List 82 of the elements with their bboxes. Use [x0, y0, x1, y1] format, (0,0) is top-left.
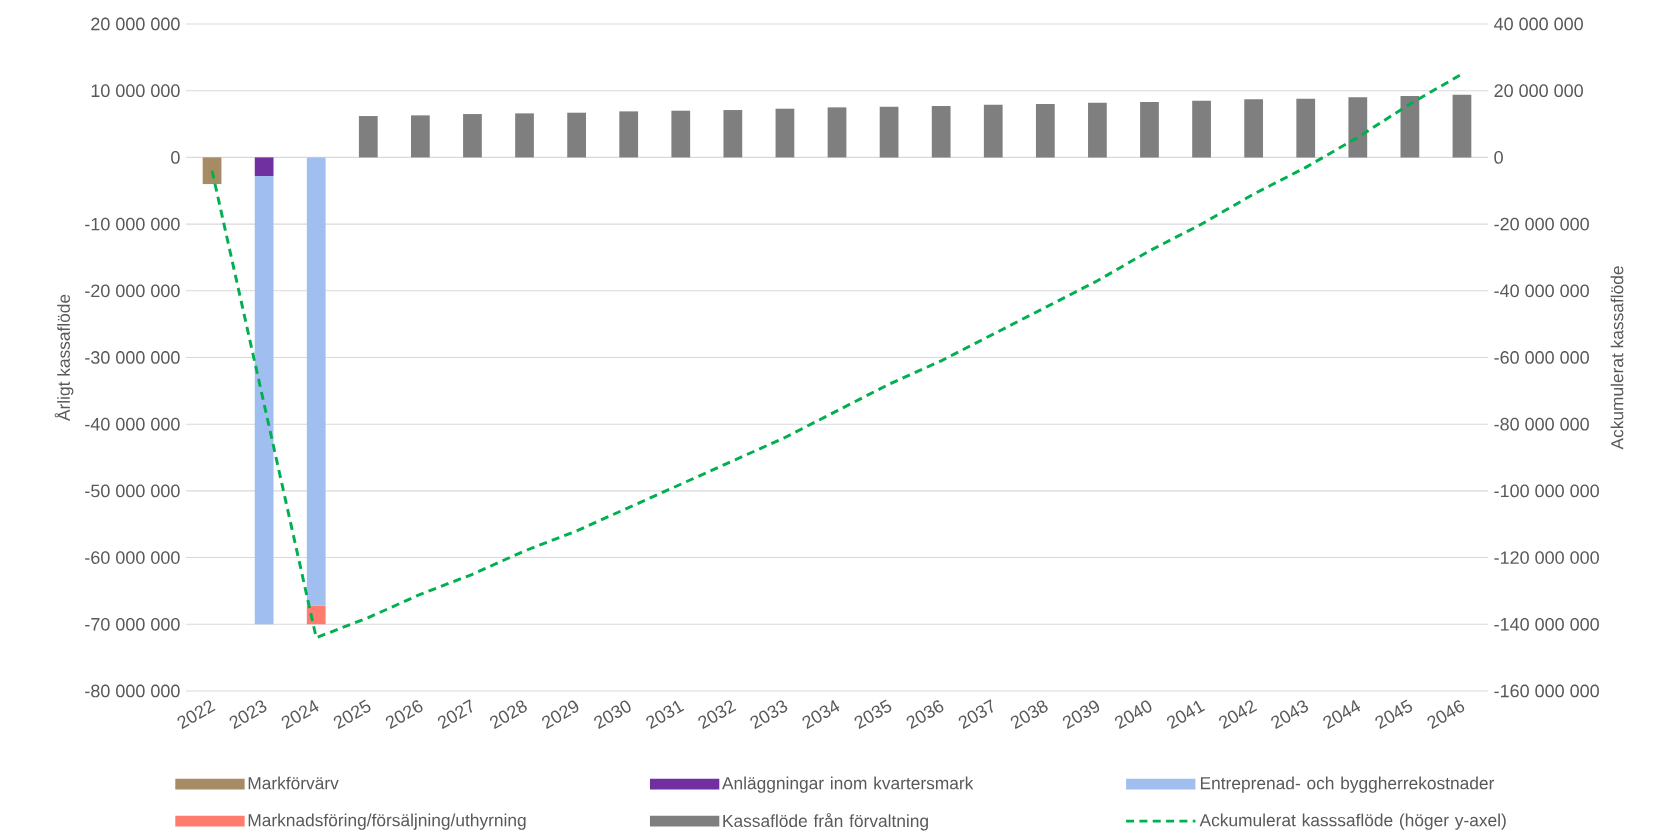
x-tick-label: 2031 [646, 700, 685, 730]
bar [827, 107, 847, 158]
y-tick-label: 0 [171, 151, 180, 164]
x-tick-label: 2029 [542, 700, 579, 730]
y2-tick-label: 0 [1494, 151, 1503, 164]
y2-tick-label: -100 000 000 [1494, 484, 1599, 498]
y2-tick-label: 40 000 000 [1494, 17, 1583, 31]
legend-label: Kassaflöde från förvaltning [723, 812, 928, 831]
y2-axis-title: Ackumulerat kassaflöde [1610, 266, 1624, 450]
y2-tick-label: -160 000 000 [1494, 684, 1599, 698]
bar [1192, 100, 1211, 158]
bar [1035, 104, 1055, 158]
x-tick-label: 2044 [1323, 699, 1361, 730]
bar [671, 110, 691, 158]
bar [1140, 102, 1159, 158]
y-tick-label: -40 000 000 [85, 417, 180, 431]
bar [931, 106, 951, 158]
x-tick-label: 2040 [1114, 700, 1152, 730]
x-tick-label: 2023 [229, 700, 267, 730]
x-tick-label: 2045 [1375, 699, 1413, 730]
bar [515, 113, 534, 158]
x-tick-label: 2046 [1427, 700, 1465, 730]
bar [1348, 97, 1368, 158]
bar [1088, 102, 1107, 158]
y2-tick-label: -60 000 000 [1494, 351, 1589, 364]
y-tick-label: -70 000 000 [85, 617, 180, 631]
x-tick-label: 2028 [489, 700, 527, 730]
x-tick-label: 2025 [333, 699, 371, 730]
x-tick-label: 2032 [698, 700, 737, 730]
y2-tick-label: -80 000 000 [1494, 417, 1589, 431]
legend-label: Entreprenad- och byggherrekostnader [1200, 776, 1495, 793]
y2-tick-label: 20 000 000 [1494, 84, 1583, 98]
bar [1296, 98, 1316, 158]
y2-tick-label: -120 000 000 [1494, 551, 1599, 564]
bar [254, 176, 274, 625]
legend-label: Anläggningar inom kvartersmark [722, 776, 974, 793]
bar [1244, 99, 1264, 158]
y-tick-label: -20 000 000 [85, 284, 180, 298]
y-tick-label: -60 000 000 [85, 551, 180, 564]
y-tick-label: 10 000 000 [91, 84, 180, 98]
x-tick-label: 2038 [1010, 700, 1048, 730]
y-axis-title: Årligt kassaflöde [54, 294, 74, 422]
bar [567, 112, 586, 158]
x-tick-label: 2033 [750, 700, 788, 730]
y-tick-label: 20 000 000 [91, 17, 180, 31]
bar [619, 111, 639, 158]
bar [775, 108, 795, 158]
bar [202, 157, 222, 185]
x-tick-label: 2034 [802, 699, 840, 730]
bar [1452, 94, 1472, 158]
x-tick-label: 2027 [437, 699, 473, 730]
legend-label: Ackumulerat kasssaflöde (höger y-axel) [1199, 813, 1506, 830]
line-series [210, 72, 1464, 640]
y-tick-label: -50 000 000 [85, 484, 180, 498]
x-tick-label: 2030 [594, 700, 631, 730]
bar [723, 110, 743, 158]
y-tick-label: -10 000 000 [85, 217, 180, 231]
x-tick-label: 2035 [854, 699, 892, 730]
bar [358, 116, 378, 158]
y2-tick-label: -40 000 000 [1494, 284, 1589, 298]
bar [1400, 96, 1420, 158]
y2-tick-label: -140 000 000 [1494, 617, 1599, 631]
bar [254, 157, 274, 177]
bar [411, 115, 430, 158]
bar [879, 106, 899, 158]
x-tick-label: 2041 [1167, 700, 1206, 730]
x-tick-label: 2043 [1271, 700, 1309, 730]
bar [463, 114, 482, 158]
x-tick-label: 2039 [1062, 700, 1100, 730]
x-tick-label: 2037 [958, 699, 994, 730]
bar [983, 104, 1003, 158]
y-tick-label: -80 000 000 [85, 684, 180, 698]
x-tick-label: 2026 [385, 700, 423, 730]
legend-label: Markförvärv [248, 776, 339, 790]
x-tick-label: 2036 [906, 700, 944, 730]
x-tick-label: 2042 [1219, 700, 1258, 730]
y2-tick-label: -20 000 000 [1494, 217, 1589, 231]
x-tick-label: 2024 [281, 699, 319, 730]
y-tick-label: -30 000 000 [85, 351, 180, 364]
bar [306, 157, 326, 606]
legend-label: Marknadsföring/försäljning/uthyrning [248, 813, 526, 830]
x-tick-label: 2022 [177, 700, 216, 730]
